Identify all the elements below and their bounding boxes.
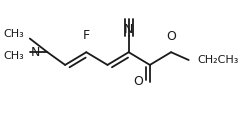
Text: CH₂CH₃: CH₂CH₃ [198, 55, 239, 65]
Text: CH₃: CH₃ [4, 29, 25, 39]
Text: N: N [124, 23, 133, 36]
Text: O: O [133, 75, 143, 88]
Text: CH₃: CH₃ [4, 51, 25, 61]
Text: N: N [31, 46, 40, 59]
Text: O: O [166, 30, 176, 43]
Text: F: F [83, 29, 90, 42]
